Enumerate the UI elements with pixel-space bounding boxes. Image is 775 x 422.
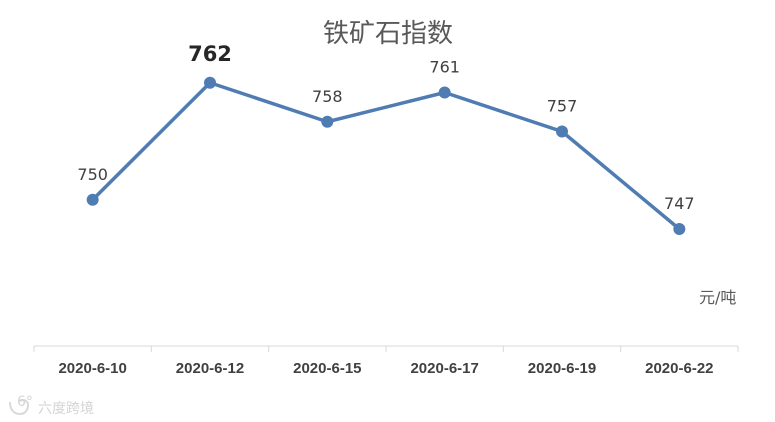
x-tick-labels-group: 2020-6-10 2020-6-12 2020-6-15 2020-6-17 2020…: [58, 360, 713, 377]
data-label: 758: [312, 87, 343, 106]
x-tick-label: 2020-6-15: [293, 360, 361, 377]
watermark-logo: 6°: [9, 394, 33, 416]
data-point: [321, 115, 334, 128]
x-tick-label: 2020-6-17: [410, 360, 478, 377]
series-line: [90, 81, 682, 231]
watermark-text: 六度跨境: [38, 401, 94, 417]
x-tick-label: 2020-6-12: [176, 360, 244, 377]
data-label: 757: [547, 97, 578, 116]
unit-label: 元/吨: [699, 288, 736, 307]
watermark: 6° 六度跨境: [9, 394, 94, 417]
x-tick-label: 2020-6-22: [645, 360, 713, 377]
data-label: 762: [188, 42, 232, 66]
svg-text:6°: 6°: [17, 394, 33, 410]
data-point: [556, 125, 568, 138]
points-group: [86, 76, 686, 235]
data-label: 761: [429, 58, 460, 77]
chart-title: 铁矿石指数: [323, 19, 453, 49]
x-tick-label: 2020-6-10: [58, 360, 126, 377]
data-point: [673, 223, 686, 235]
series-group: [90, 81, 682, 231]
data-label: 747: [664, 194, 695, 213]
data-label: 750: [77, 165, 108, 184]
data-labels-group: 750 762 758 761 757 747: [77, 42, 694, 213]
x-axis: [33, 345, 739, 352]
x-tick-label: 2020-6-19: [528, 360, 596, 377]
data-point: [86, 193, 99, 206]
data-point: [204, 76, 216, 89]
data-point: [438, 86, 451, 99]
